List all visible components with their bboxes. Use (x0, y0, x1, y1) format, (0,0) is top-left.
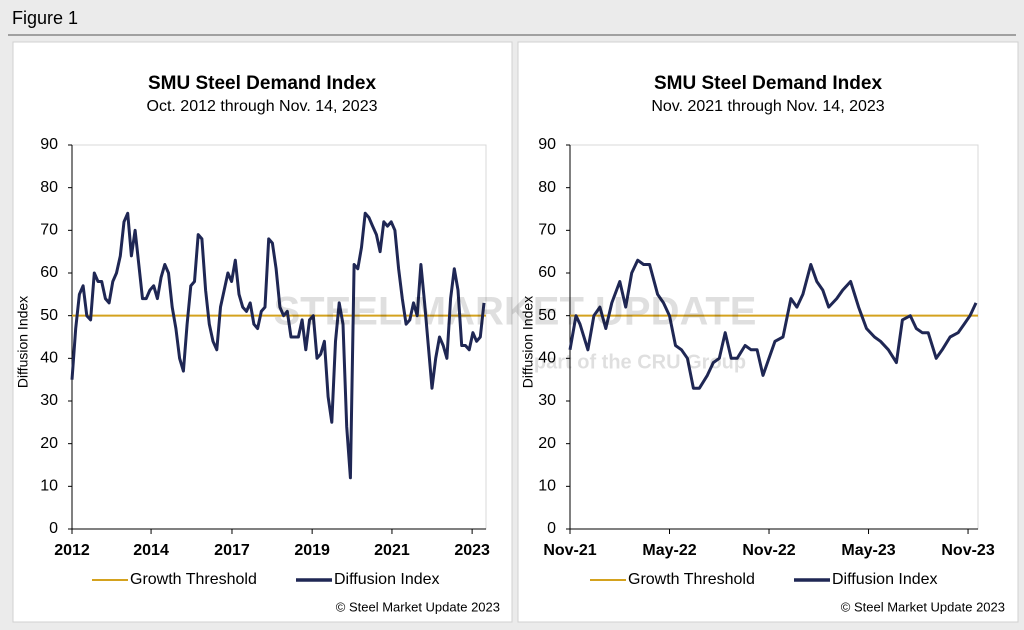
figure-label: Figure 1 (12, 8, 78, 28)
y-tick-label: 90 (538, 136, 556, 153)
legend-label: Diffusion Index (832, 571, 938, 588)
y-tick-label: 40 (40, 350, 58, 367)
y-tick-label: 20 (40, 435, 58, 452)
legend-label: Diffusion Index (334, 571, 440, 588)
chart-title: SMU Steel Demand Index (148, 73, 376, 94)
y-tick-label: 70 (40, 222, 58, 239)
x-tick-label: Nov-21 (543, 542, 596, 559)
data-line (568, 258, 978, 390)
y-tick-label: 20 (538, 435, 556, 452)
chart-title: SMU Steel Demand Index (654, 73, 882, 94)
y-tick-label: 60 (538, 264, 556, 281)
copyright: © Steel Market Update 2023 (336, 599, 500, 614)
y-tick-label: 40 (538, 350, 556, 367)
x-tick-label: 2023 (454, 542, 490, 559)
legend-label: Growth Threshold (130, 571, 257, 588)
y-tick-label: 50 (40, 307, 58, 324)
x-tick-label: 2021 (374, 542, 410, 559)
y-tick-label: 80 (40, 179, 58, 196)
y-tick-label: 90 (40, 136, 58, 153)
y-tick-label: 30 (538, 392, 556, 409)
y-tick-label: 60 (40, 264, 58, 281)
x-tick-label: May-23 (841, 542, 895, 559)
copyright: © Steel Market Update 2023 (841, 599, 1005, 614)
y-tick-label: 10 (538, 478, 556, 495)
data-line (70, 211, 486, 480)
x-tick-label: Nov-23 (941, 542, 994, 559)
y-axis-label: Diffusion Index (520, 296, 536, 388)
x-tick-label: 2012 (54, 542, 90, 559)
y-axis-label: Diffusion Index (15, 296, 31, 388)
y-tick-label: 0 (547, 520, 556, 537)
x-tick-label: May-22 (642, 542, 696, 559)
chart-subtitle: Oct. 2012 through Nov. 14, 2023 (147, 98, 378, 115)
legend-label: Growth Threshold (628, 571, 755, 588)
x-tick-label: 2019 (294, 542, 330, 559)
y-tick-label: 70 (538, 222, 556, 239)
x-tick-label: Nov-22 (742, 542, 795, 559)
x-tick-label: 2014 (133, 542, 169, 559)
y-tick-label: 80 (538, 179, 556, 196)
y-tick-label: 30 (40, 392, 58, 409)
panel (12, 41, 513, 623)
y-tick-label: 0 (49, 520, 58, 537)
panel (517, 41, 1019, 623)
y-tick-label: 50 (538, 307, 556, 324)
y-tick-label: 10 (40, 478, 58, 495)
chart-subtitle: Nov. 2021 through Nov. 14, 2023 (651, 98, 884, 115)
x-tick-label: 2017 (214, 542, 250, 559)
